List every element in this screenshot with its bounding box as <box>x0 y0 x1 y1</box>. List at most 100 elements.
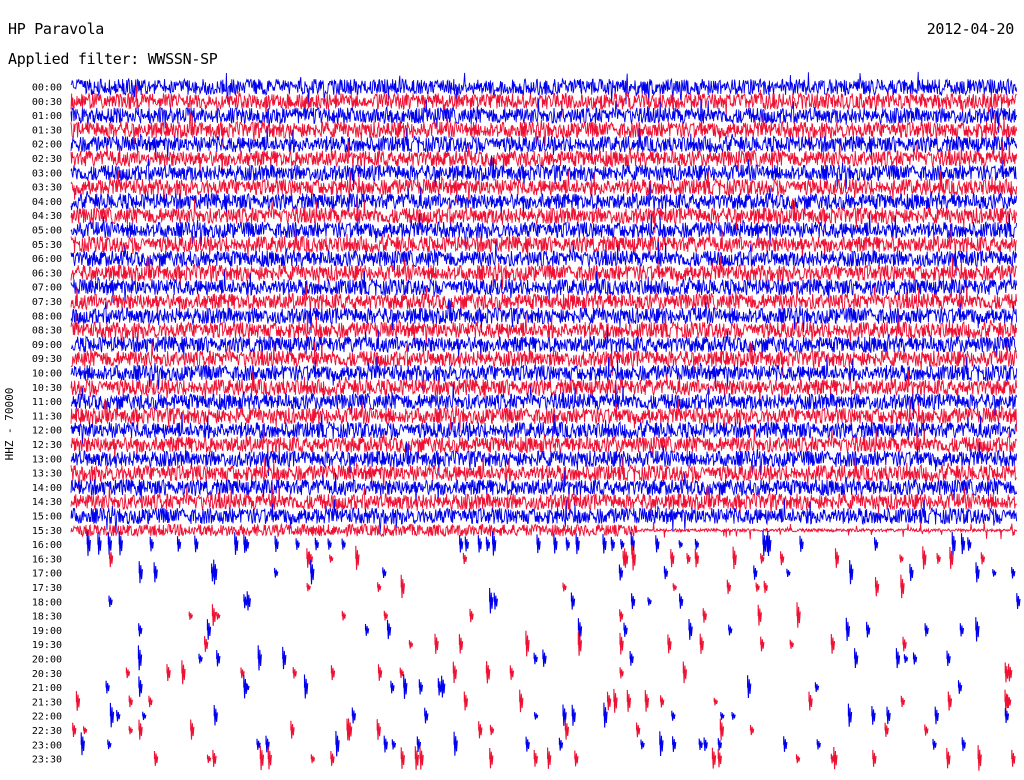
time-tick-label: 21:00 <box>32 683 62 694</box>
time-tick-label: 08:00 <box>32 311 62 322</box>
trace-line <box>70 270 1018 303</box>
time-tick-label: 23:00 <box>32 740 62 751</box>
time-tick-label: 20:00 <box>32 655 62 666</box>
time-tick-label: 14:30 <box>32 497 62 508</box>
time-tick-label: 07:30 <box>32 297 62 308</box>
time-tick-label: 15:30 <box>32 526 62 537</box>
trace-line <box>86 530 972 557</box>
station-title: HP Paravola <box>8 20 105 38</box>
time-tick-label: 05:30 <box>32 240 62 251</box>
time-tick-label: 22:00 <box>32 712 62 723</box>
tick-label-group: 00:00 00:30 01:00 01:30 02:00 02:30 03:00 03:30… <box>32 83 62 766</box>
time-tick-label: 00:00 <box>32 83 62 94</box>
trace-line <box>70 413 1017 446</box>
trace-line <box>70 384 1018 419</box>
trace-line <box>70 356 1018 391</box>
time-tick-label: 16:30 <box>32 554 62 565</box>
time-tick-label: 01:30 <box>32 125 62 136</box>
trace-line <box>70 184 1018 219</box>
time-tick-label: 03:30 <box>32 183 62 194</box>
filter-label: Applied filter: WWSSN-SP <box>8 50 218 68</box>
time-tick-label: 19:30 <box>32 640 62 651</box>
time-tick-label: 06:00 <box>32 254 62 265</box>
time-tick-label: 23:30 <box>32 755 62 766</box>
time-tick-label: 10:00 <box>32 369 62 380</box>
trace-line <box>125 660 1013 685</box>
trace-line <box>137 645 951 671</box>
trace-line <box>70 141 1018 176</box>
trace-line <box>70 521 1018 540</box>
time-tick-label: 00:30 <box>32 97 62 108</box>
trace-line <box>70 85 1017 119</box>
time-tick-label: 03:00 <box>32 168 62 179</box>
time-tick-label: 01:00 <box>32 111 62 122</box>
trace-line <box>70 341 1018 376</box>
time-tick-label: 22:30 <box>32 726 62 737</box>
time-tick-label: 11:00 <box>32 397 62 408</box>
trace-line <box>70 112 1018 148</box>
time-tick-label: 02:30 <box>32 154 62 165</box>
time-tick-label: 15:00 <box>32 512 62 523</box>
time-tick-label: 17:00 <box>32 569 62 580</box>
trace-line <box>70 441 1018 477</box>
trace-line <box>153 745 1016 771</box>
trace-line <box>70 284 1018 319</box>
trace-line <box>70 170 1018 205</box>
trace-line <box>70 155 1017 191</box>
trace-line <box>204 630 907 657</box>
time-tick-label: 13:30 <box>32 469 62 480</box>
trace-line <box>75 688 1012 713</box>
trace-line <box>70 484 1017 519</box>
time-tick-label: 19:00 <box>32 626 62 637</box>
time-tick-label: 11:30 <box>32 411 62 422</box>
trace-line <box>70 98 1018 133</box>
trace-line <box>70 298 1018 334</box>
time-tick-label: 12:00 <box>32 426 62 437</box>
trace-line <box>138 617 980 642</box>
trace-line <box>70 241 1018 276</box>
time-tick-label: 09:30 <box>32 354 62 365</box>
time-tick-label: 21:30 <box>32 697 62 708</box>
time-tick-label: 14:00 <box>32 483 62 494</box>
trace-line <box>70 227 1018 262</box>
time-tick-label: 09:00 <box>32 340 62 351</box>
trace-line <box>70 198 1018 233</box>
trace-line <box>109 702 1010 728</box>
trace-line <box>306 574 905 599</box>
trace-line <box>70 213 1018 248</box>
trace-line <box>70 456 1017 491</box>
time-tick-label: 06:30 <box>32 268 62 279</box>
trace-line <box>108 587 1021 614</box>
time-tick-label: 07:00 <box>32 283 62 294</box>
trace-line <box>108 545 986 571</box>
trace-line <box>70 255 1018 291</box>
time-tick-label: 13:00 <box>32 454 62 465</box>
trace-line <box>70 370 1018 405</box>
time-tick-label: 18:30 <box>32 612 62 623</box>
time-tick-label: 17:30 <box>32 583 62 594</box>
trace-group <box>70 71 1021 771</box>
trace-line <box>70 398 1018 434</box>
trace-line <box>70 127 1018 160</box>
trace-line <box>70 427 1018 462</box>
trace-line <box>105 674 963 699</box>
trace-line <box>70 71 1018 105</box>
trace-line <box>138 559 1016 585</box>
time-tick-label: 16:00 <box>32 540 62 551</box>
time-tick-label: 05:00 <box>32 226 62 237</box>
time-tick-label: 10:30 <box>32 383 62 394</box>
time-tick-label: 02:00 <box>32 140 62 151</box>
trace-line <box>70 499 1018 534</box>
trace-line <box>70 313 1018 348</box>
time-tick-label: 20:30 <box>32 669 62 680</box>
time-tick-label: 18:00 <box>32 597 62 608</box>
trace-line <box>70 327 1017 362</box>
time-tick-label: 12:30 <box>32 440 62 451</box>
time-tick-label: 08:30 <box>32 326 62 337</box>
date-label: 2012-04-20 <box>926 20 1015 38</box>
trace-line <box>80 730 966 757</box>
time-tick-label: 04:00 <box>32 197 62 208</box>
time-tick-label: 04:30 <box>32 211 62 222</box>
trace-line <box>72 718 929 741</box>
